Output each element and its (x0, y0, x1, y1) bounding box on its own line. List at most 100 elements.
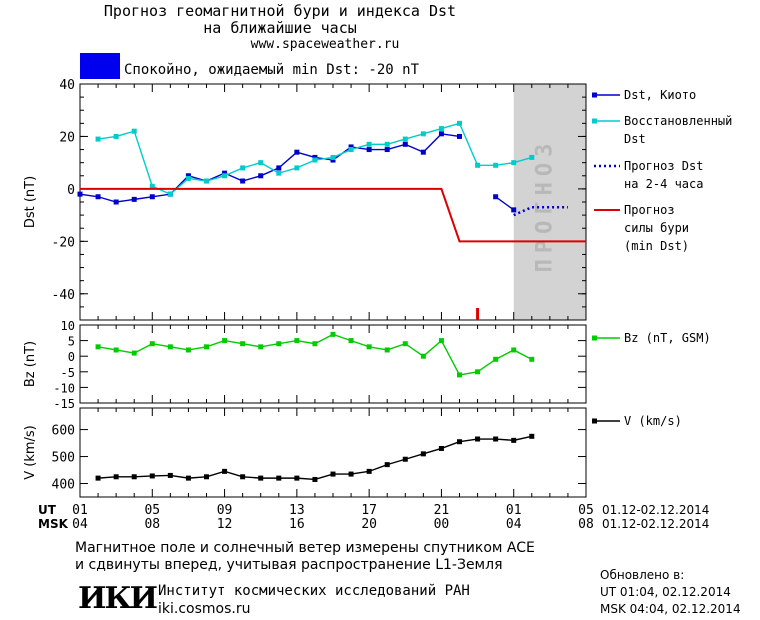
data-point (185, 347, 191, 353)
msk-tick-label: 12 (217, 517, 233, 532)
data-point (149, 341, 155, 347)
measurement-note-line2: и сдвинуты вперед, учитывая распростране… (75, 557, 503, 573)
website-link[interactable]: www.spaceweather.ru (250, 37, 400, 52)
data-point (402, 136, 408, 142)
data-point (511, 347, 517, 353)
institute-name: Институт космических исследований РАН (158, 583, 470, 599)
data-point (402, 341, 408, 347)
y-axis-label: V (km/s) (23, 425, 38, 480)
msk-date-range: 01.12-02.12.2014 (602, 517, 709, 531)
msk-tick-label: 16 (289, 517, 305, 532)
data-point (240, 178, 246, 184)
data-point (167, 344, 173, 350)
data-point (294, 475, 300, 481)
ut-axis-label: UT (38, 503, 57, 517)
status-indicator (80, 53, 120, 79)
data-point (493, 436, 499, 442)
data-point (222, 173, 228, 179)
ut-tick-label: 17 (361, 503, 377, 518)
data-point (348, 144, 354, 150)
data-point (457, 439, 462, 445)
series-line (495, 196, 515, 211)
data-point (529, 154, 535, 160)
data-point (258, 160, 264, 166)
data-point (95, 136, 101, 142)
ut-tick-label: 09 (217, 503, 233, 518)
data-point (222, 338, 228, 344)
updated-label: Обновлено в: (600, 568, 685, 582)
data-point (294, 149, 300, 155)
page-title: Прогноз геомагнитной бури и индекса Dst (103, 2, 457, 20)
data-point (402, 456, 408, 462)
y-tick-label: 5 (68, 335, 75, 349)
data-point (258, 475, 264, 481)
data-point (276, 475, 282, 481)
data-point (384, 141, 390, 147)
data-point (276, 165, 282, 171)
measurement-note-line1: Магнитное поле и солнечный ветер измерен… (75, 540, 535, 556)
data-point (493, 356, 499, 362)
data-point (366, 141, 372, 147)
data-point (348, 338, 354, 344)
data-point (276, 170, 282, 176)
data-point (438, 131, 444, 137)
msk-tick-label: 08 (578, 517, 594, 532)
series-line (97, 333, 533, 376)
data-point (167, 472, 173, 478)
legend-storm-forecast: Прогноз (624, 203, 675, 217)
data-point (330, 154, 336, 160)
status-text: Спокойно, ожидаемый min Dst: -20 nT (124, 62, 420, 78)
series-line (513, 205, 568, 217)
ut-tick-label: 05 (578, 503, 594, 518)
legend-marker (592, 335, 597, 341)
data-point (312, 341, 318, 347)
institute-link[interactable]: iki.cosmos.ru (158, 601, 251, 617)
page-subtitle: на ближайшие часы (203, 19, 357, 37)
data-point (366, 344, 372, 350)
data-point (420, 149, 426, 155)
data-point (113, 199, 119, 205)
data-point (149, 194, 155, 200)
y-tick-label: -15 (53, 397, 75, 411)
data-point (348, 147, 354, 153)
y-tick-label: 400 (52, 478, 75, 493)
data-point (384, 147, 390, 153)
y-tick-label: 20 (59, 130, 75, 145)
legend-marker (592, 92, 597, 98)
data-point (420, 353, 426, 359)
data-point (438, 445, 444, 451)
data-point (312, 157, 318, 163)
data-point (77, 191, 83, 197)
data-point (167, 191, 173, 197)
data-point (113, 347, 119, 353)
data-point (457, 133, 462, 139)
msk-tick-label: 08 (144, 517, 160, 532)
data-point (475, 436, 481, 442)
data-point (258, 173, 264, 179)
y-tick-label: -10 (53, 381, 75, 395)
data-point (312, 476, 318, 482)
data-point (240, 474, 246, 480)
data-point (113, 474, 119, 480)
data-point (511, 160, 517, 166)
y-axis-label: Dst (nT) (23, 176, 38, 228)
data-point (185, 175, 191, 181)
data-point (294, 338, 300, 344)
data-point (312, 154, 318, 160)
ut-tick-label: 21 (434, 503, 450, 518)
y-tick-label: 600 (52, 424, 75, 439)
data-point (420, 451, 426, 457)
data-point (95, 194, 101, 200)
y-tick-label: -40 (52, 288, 75, 303)
data-point (493, 162, 499, 168)
data-point (149, 183, 155, 189)
data-point (457, 372, 462, 378)
data-point (204, 178, 209, 184)
data-point (294, 165, 300, 171)
legend-restored-dst: Восстановленный (624, 114, 732, 128)
data-point (258, 344, 264, 350)
data-point (511, 437, 517, 443)
ut-tick-label: 01 (72, 503, 88, 518)
legend-forecast-dst-2: на 2-4 часа (624, 177, 703, 191)
